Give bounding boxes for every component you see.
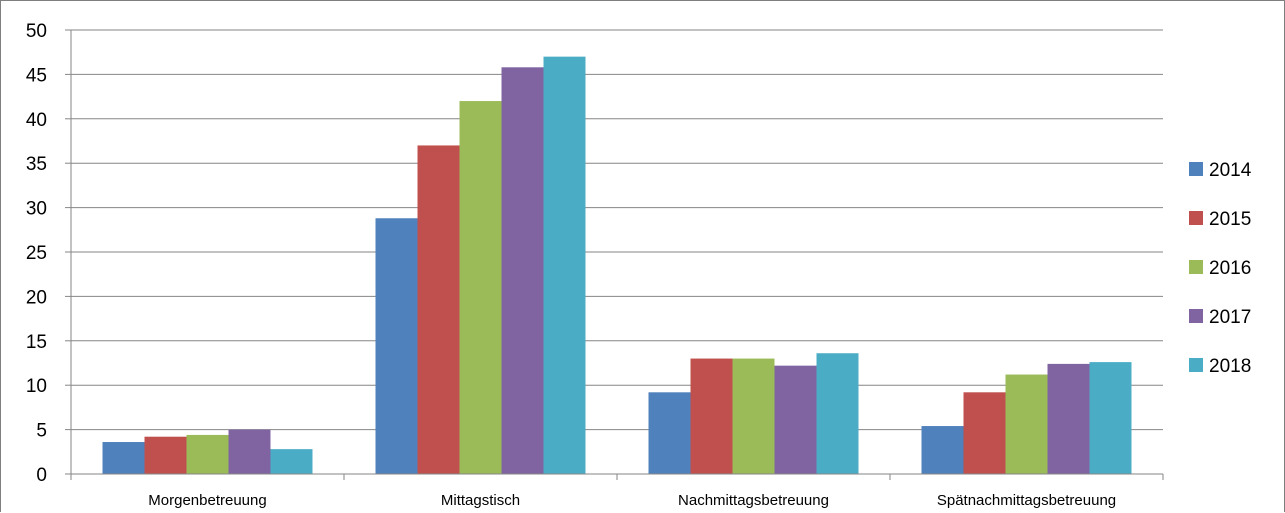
legend-label: 2017 bbox=[1209, 307, 1251, 328]
legend-label: 2014 bbox=[1209, 160, 1252, 181]
x-tick-label: Nachmittagsbetreuung bbox=[678, 492, 829, 509]
bar-2017-2 bbox=[774, 365, 817, 474]
y-tick-label: 50 bbox=[26, 21, 47, 42]
legend-swatch bbox=[1189, 211, 1203, 225]
legend-label: 2016 bbox=[1209, 258, 1251, 279]
bar-2018-3 bbox=[1089, 362, 1132, 474]
legend-label: 2015 bbox=[1209, 209, 1251, 230]
legend-swatch bbox=[1189, 309, 1203, 323]
y-tick-label: 35 bbox=[26, 154, 47, 175]
legend-swatch bbox=[1189, 162, 1203, 176]
bar-2018-0 bbox=[270, 449, 313, 474]
bar-2016-0 bbox=[186, 434, 229, 474]
legend: 2014 2015 2016 2017 2018 bbox=[1189, 160, 1252, 377]
bar-2016-1 bbox=[459, 101, 502, 474]
bar-2015-0 bbox=[144, 436, 187, 474]
y-tick-label: 30 bbox=[26, 199, 47, 220]
bar-2014-1 bbox=[375, 218, 418, 474]
bar-2018-2 bbox=[816, 353, 859, 474]
y-tick-label: 0 bbox=[36, 465, 47, 486]
bar-2015-1 bbox=[417, 145, 460, 474]
bar-2016-3 bbox=[1005, 374, 1048, 474]
bar-2017-3 bbox=[1047, 363, 1090, 474]
gridlines bbox=[71, 29, 1163, 431]
bar-2015-3 bbox=[963, 392, 1006, 474]
bar-2014-2 bbox=[648, 392, 691, 474]
x-tick-label: Morgenbetreuung bbox=[148, 492, 266, 509]
y-tick-label: 20 bbox=[26, 287, 47, 308]
axes: 0 5 10 15 20 25 30 35 40 45 50 Morgenbetreuung Mitta… bbox=[26, 21, 1164, 509]
bar-2014-3 bbox=[921, 426, 964, 474]
legend-label: 2018 bbox=[1209, 356, 1251, 377]
y-tick-label: 5 bbox=[36, 421, 47, 442]
y-tick-label: 15 bbox=[26, 332, 47, 353]
bar-2015-2 bbox=[690, 358, 733, 474]
legend-swatch bbox=[1189, 358, 1203, 372]
y-tick-label: 40 bbox=[26, 110, 47, 131]
x-tick-label: Mittagstisch bbox=[441, 492, 520, 509]
bar-2017-0 bbox=[228, 429, 271, 474]
bars bbox=[102, 56, 1132, 475]
bar-2014-0 bbox=[102, 442, 145, 474]
x-tick-label: Spätnachmittagsbetreuung bbox=[937, 492, 1116, 509]
y-tick-label: 25 bbox=[26, 243, 47, 264]
y-tick-label: 10 bbox=[26, 376, 47, 397]
bar-2018-1 bbox=[543, 56, 586, 474]
legend-swatch bbox=[1189, 260, 1203, 274]
bar-2016-2 bbox=[732, 358, 775, 474]
bar-2017-1 bbox=[501, 67, 544, 475]
y-tick-label: 45 bbox=[26, 65, 47, 86]
